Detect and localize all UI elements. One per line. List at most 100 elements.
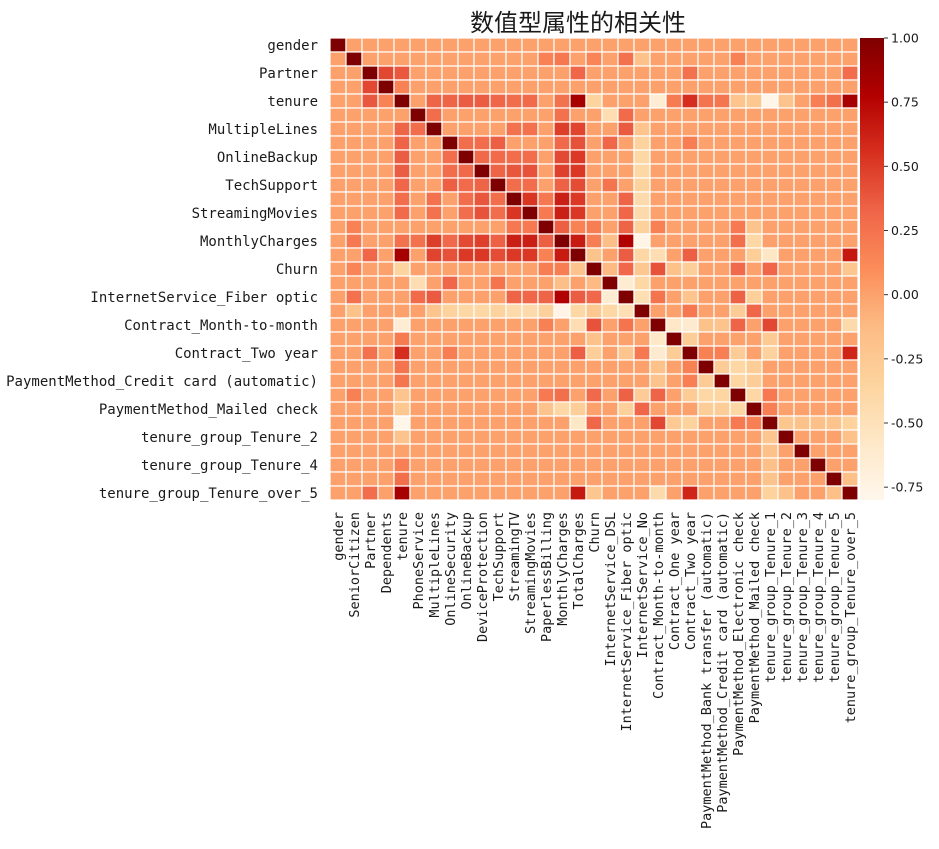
- x-tick-label: tenure_group_Tenure_3: [795, 512, 811, 683]
- heatmap-cell: [345, 163, 363, 179]
- heatmap-cell: [505, 485, 523, 501]
- heatmap-cell: [745, 37, 763, 53]
- x-tick-label: Contract_One year: [667, 512, 683, 650]
- heatmap-cell: [761, 261, 779, 277]
- heatmap-cell: [665, 219, 683, 235]
- heatmap-cell: [553, 415, 571, 431]
- heatmap-cell: [681, 303, 699, 319]
- heatmap-cell: [585, 163, 603, 179]
- heatmap-cell: [441, 429, 459, 445]
- heatmap-cell: [537, 135, 555, 151]
- heatmap-cell: [601, 373, 619, 389]
- heatmap-cell: [777, 79, 795, 95]
- heatmap-cell: [553, 233, 571, 249]
- heatmap-cell: [649, 275, 667, 291]
- heatmap-cell: [841, 219, 859, 235]
- heatmap-cell: [617, 107, 635, 123]
- heatmap-cell: [729, 415, 747, 431]
- heatmap-cell: [713, 65, 731, 81]
- heatmap-cell: [681, 443, 699, 459]
- heatmap-cell: [825, 219, 843, 235]
- heatmap-cell: [521, 107, 539, 123]
- heatmap-cell: [809, 191, 827, 207]
- heatmap-cell: [809, 163, 827, 179]
- heatmap-cell: [697, 247, 715, 263]
- heatmap-cell: [377, 219, 395, 235]
- heatmap-cell: [681, 177, 699, 193]
- heatmap-cell: [409, 219, 427, 235]
- heatmap-cell: [793, 289, 811, 305]
- heatmap-cell: [825, 121, 843, 137]
- heatmap-cell: [505, 345, 523, 361]
- heatmap-cell: [825, 345, 843, 361]
- heatmap-cell: [457, 359, 475, 375]
- heatmap-cell: [745, 219, 763, 235]
- heatmap-cell: [505, 303, 523, 319]
- heatmap-cell: [377, 303, 395, 319]
- heatmap-cell: [825, 233, 843, 249]
- heatmap-cell: [505, 107, 523, 123]
- heatmap-cell: [329, 387, 347, 403]
- heatmap-cell: [793, 443, 811, 459]
- heatmap-cell: [729, 261, 747, 277]
- heatmap-cell: [505, 359, 523, 375]
- x-tick-label: InternetService_Fiber optic: [619, 512, 635, 731]
- heatmap-cell: [745, 65, 763, 81]
- heatmap-cell: [649, 121, 667, 137]
- heatmap-cell: [425, 345, 443, 361]
- heatmap-cell: [809, 485, 827, 501]
- heatmap-cell: [745, 443, 763, 459]
- heatmap-cell: [697, 443, 715, 459]
- heatmap-cell: [841, 317, 859, 333]
- heatmap-cell: [393, 205, 411, 221]
- heatmap-cell: [425, 177, 443, 193]
- heatmap-cell: [745, 79, 763, 95]
- heatmap-cell: [841, 415, 859, 431]
- heatmap-cell: [585, 457, 603, 473]
- heatmap-cell: [617, 359, 635, 375]
- heatmap-cell: [553, 149, 571, 165]
- heatmap-cell: [761, 373, 779, 389]
- heatmap-cell: [729, 107, 747, 123]
- heatmap-cell: [441, 415, 459, 431]
- heatmap-cell: [505, 429, 523, 445]
- heatmap-cell: [537, 331, 555, 347]
- heatmap-cell: [665, 289, 683, 305]
- heatmap-cell: [361, 289, 379, 305]
- heatmap-cell: [633, 387, 651, 403]
- heatmap-cell: [585, 317, 603, 333]
- heatmap-cell: [617, 177, 635, 193]
- heatmap-cell: [761, 65, 779, 81]
- y-tick-label: Contract_Two year: [175, 346, 318, 362]
- heatmap-cell: [825, 79, 843, 95]
- heatmap-cell: [505, 121, 523, 137]
- heatmap-cell: [809, 289, 827, 305]
- heatmap-cell: [537, 373, 555, 389]
- heatmap-cell: [649, 177, 667, 193]
- heatmap-cell: [489, 457, 507, 473]
- heatmap-cell: [489, 121, 507, 137]
- heatmap-cell: [777, 345, 795, 361]
- heatmap-cell: [713, 373, 731, 389]
- heatmap-cell: [377, 359, 395, 375]
- y-tick-label: MonthlyCharges: [200, 234, 318, 250]
- heatmap-cell: [505, 317, 523, 333]
- heatmap-cell: [473, 93, 491, 109]
- heatmap-cell: [617, 471, 635, 487]
- heatmap-cell: [537, 317, 555, 333]
- heatmap-cell: [473, 247, 491, 263]
- heatmap-cell: [681, 261, 699, 277]
- x-tick-label: OnlineSecurity: [443, 512, 459, 626]
- heatmap-cell: [665, 485, 683, 501]
- heatmap-cell: [329, 149, 347, 165]
- heatmap-cell: [825, 289, 843, 305]
- heatmap-cell: [377, 149, 395, 165]
- x-tick-label: InternetService_DSL: [603, 512, 619, 666]
- heatmap-cell: [569, 485, 587, 501]
- heatmap-cell: [617, 457, 635, 473]
- heatmap-cell: [665, 373, 683, 389]
- heatmap-cell: [729, 93, 747, 109]
- heatmap-cell: [345, 415, 363, 431]
- heatmap-cell: [681, 51, 699, 67]
- heatmap-cell: [553, 373, 571, 389]
